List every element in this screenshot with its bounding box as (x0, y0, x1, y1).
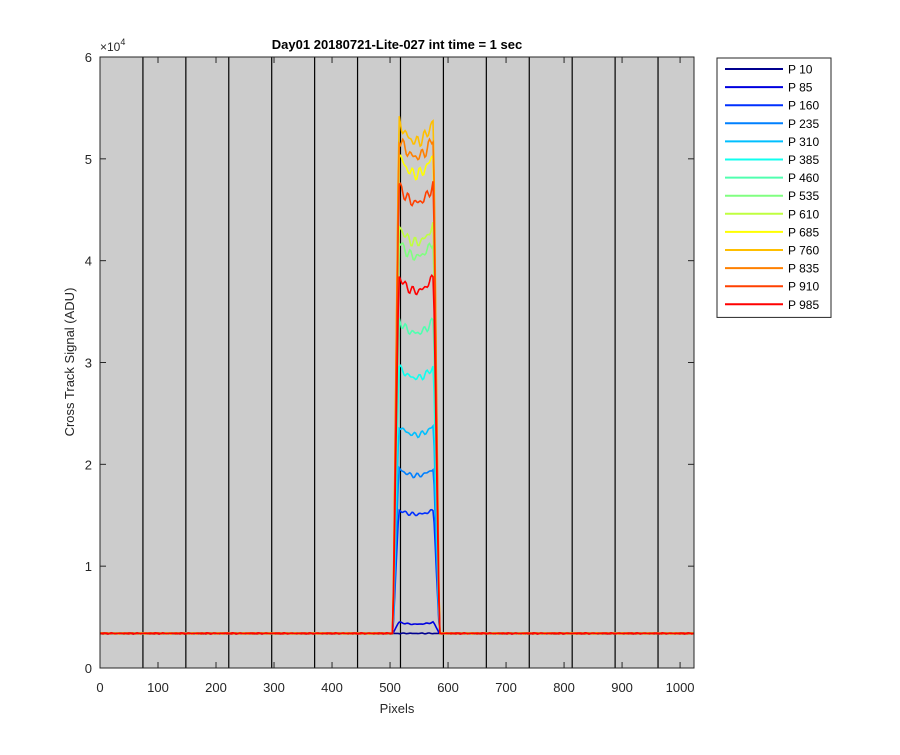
legend-label: P 235 (788, 117, 819, 131)
x-tick-label: 0 (96, 680, 103, 695)
series-lines (99, 116, 695, 636)
vertical-lines (142, 57, 659, 668)
series-line (99, 273, 695, 635)
x-tick-label: 200 (205, 680, 227, 695)
x-tick-label: 300 (263, 680, 285, 695)
legend-label: P 10 (788, 63, 813, 77)
legend: P 10 P 85 P 160 P 235 P 310 P 385 P 460 P 535 P … (716, 57, 832, 318)
x-tick-label: 100 (147, 680, 169, 695)
x-axis: 0 100 200 300 400 500 600 700 800 900 1000 (96, 57, 695, 695)
x-tick-label: 600 (437, 680, 459, 695)
legend-label: P 535 (788, 189, 819, 203)
y-tick-label: 6 (85, 50, 92, 65)
y-tick-label: 1 (85, 559, 92, 574)
y-tick-label: 3 (85, 356, 92, 371)
legend-label: P 85 (788, 81, 813, 95)
x-tick-label: 1000 (666, 680, 695, 695)
legend-label: P 835 (788, 262, 819, 276)
legend-label: P 610 (788, 207, 819, 221)
legend-label: P 910 (788, 280, 819, 294)
x-tick-label: 900 (611, 680, 633, 695)
x-axis-label: Pixels (380, 701, 415, 716)
legend-label: P 460 (788, 171, 819, 185)
y-exponent-label: ×104 (100, 37, 125, 54)
legend-label: P 760 (788, 244, 819, 258)
y-axis-label: Cross Track Signal (ADU) (62, 288, 77, 437)
chart-title: Day01 20180721-Lite-027 int time = 1 sec (272, 37, 522, 52)
y-axis: 0 1 2 3 4 5 6 (85, 50, 694, 676)
y-tick-label: 5 (85, 152, 92, 167)
x-tick-label: 800 (553, 680, 575, 695)
legend-label: P 685 (788, 225, 819, 239)
y-tick-label: 0 (85, 661, 92, 676)
legend-box (716, 57, 832, 318)
legend-label: P 160 (788, 99, 819, 113)
x-tick-label: 500 (379, 680, 401, 695)
legend-label: P 985 (788, 298, 819, 312)
legend-label: P 310 (788, 135, 819, 149)
x-tick-label: 400 (321, 680, 343, 695)
y-tick-label: 2 (85, 457, 92, 472)
y-tick-label: 4 (85, 254, 92, 269)
x-tick-label: 700 (495, 680, 517, 695)
legend-label: P 385 (788, 153, 819, 167)
